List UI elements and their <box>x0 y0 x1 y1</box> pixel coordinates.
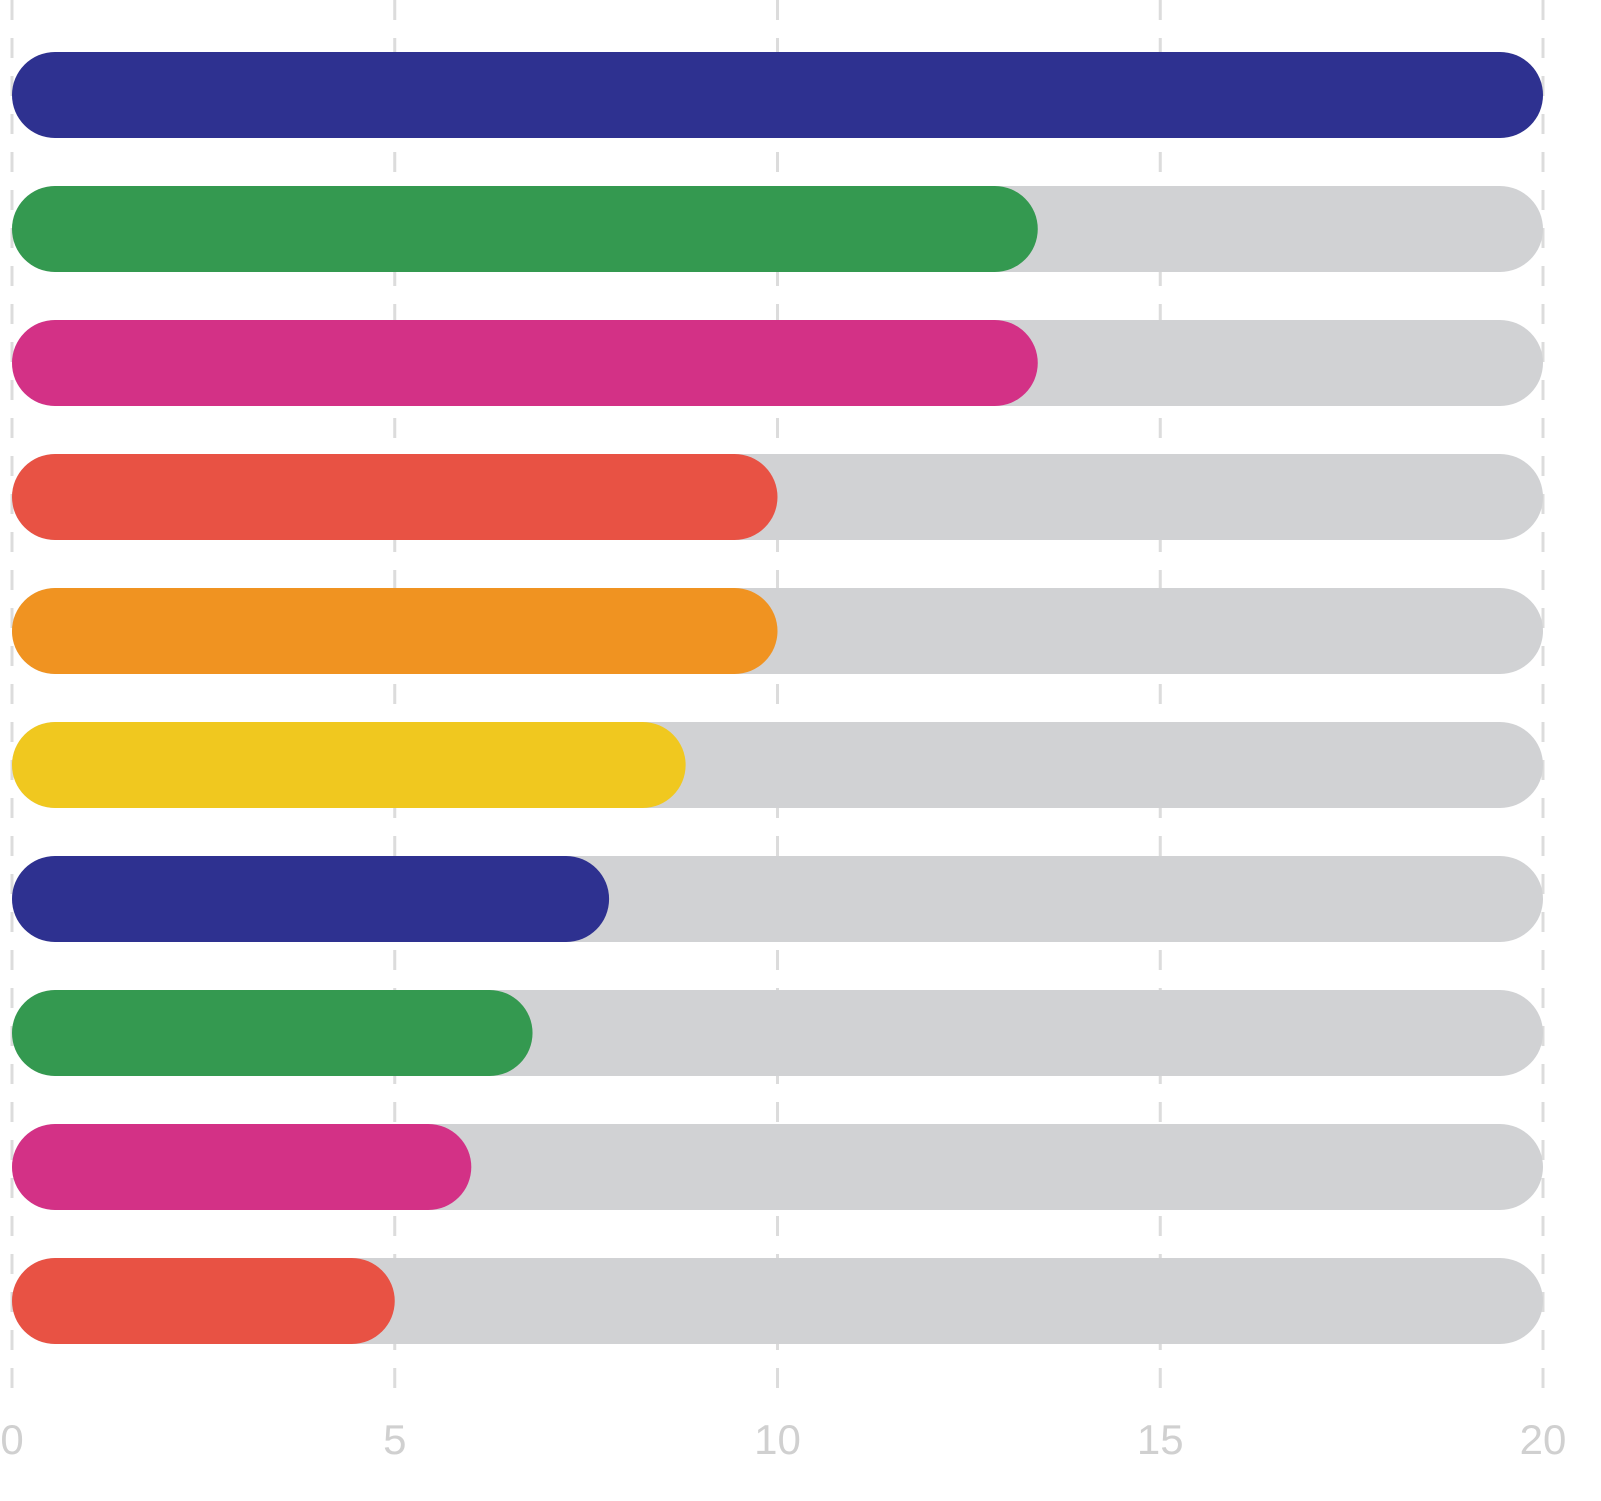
x-tick-label: 15 <box>1137 1416 1184 1463</box>
bar <box>12 1258 395 1344</box>
bar <box>12 588 778 674</box>
bar <box>12 454 778 540</box>
bar <box>12 722 686 808</box>
x-tick-label: 5 <box>383 1416 406 1463</box>
bar <box>12 52 1543 138</box>
bar <box>12 320 1038 406</box>
bar <box>12 186 1038 272</box>
x-tick-label: 10 <box>754 1416 801 1463</box>
bar-track <box>12 1258 1543 1344</box>
x-tick-label: 0 <box>0 1416 23 1463</box>
bar <box>12 990 533 1076</box>
x-tick-label: 20 <box>1520 1416 1567 1463</box>
bar <box>12 856 610 942</box>
bar <box>12 1124 472 1210</box>
